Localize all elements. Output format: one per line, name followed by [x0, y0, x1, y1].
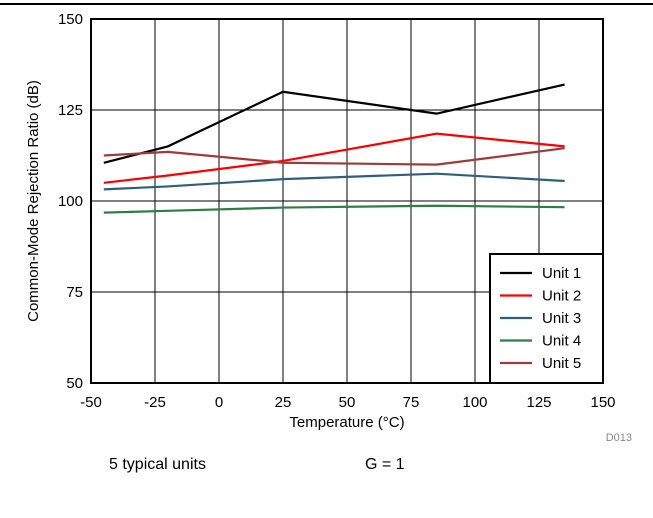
- y-tick-label: 125: [58, 102, 83, 119]
- x-tick-label: 125: [526, 394, 551, 411]
- figure-id: D013: [606, 432, 632, 444]
- x-tick-label: 50: [339, 394, 356, 411]
- series-line-unit-2: [103, 132, 565, 184]
- x-tick-label: 75: [403, 394, 420, 411]
- series-line-unit-5: [103, 147, 565, 166]
- legend-box: [489, 253, 604, 384]
- y-tick-label: 50: [66, 375, 83, 392]
- series-line-unit-4: [103, 204, 565, 214]
- gain-note: G = 1: [365, 456, 405, 473]
- legend-label: Unit 1: [542, 265, 581, 282]
- series-layer: [103, 83, 565, 214]
- x-tick-label: 0: [215, 394, 223, 411]
- grid: [91, 19, 603, 383]
- series-line-unit-1: [103, 83, 565, 164]
- legend: Unit 1 Unit 2 Unit 3 Unit 4 Unit 5: [489, 253, 604, 384]
- top-rule: [0, 3, 653, 5]
- y-tick-label: 75: [66, 284, 83, 301]
- x-axis-label: Temperature (°C): [289, 414, 404, 431]
- series-line-unit-3: [103, 172, 565, 191]
- units-note: 5 typical units: [109, 456, 206, 473]
- x-tick-label: 100: [462, 394, 487, 411]
- legend-label: Unit 4: [542, 333, 581, 350]
- y-tick-label: 150: [58, 11, 83, 28]
- legend-label: Unit 5: [542, 355, 581, 372]
- legend-label: Unit 3: [542, 310, 581, 327]
- tick-labels: -50 -25 0 25 50 75 100 125 150 50 75 100 125 150: [58, 11, 616, 411]
- x-tick-label: 25: [275, 394, 292, 411]
- x-tick-label: 150: [590, 394, 615, 411]
- y-axis-label: Common-Mode Rejection Ratio (dB): [25, 80, 42, 322]
- x-tick-label: -50: [80, 394, 102, 411]
- x-tick-label: -25: [144, 394, 166, 411]
- cmrr-vs-temperature-chart: -50 -25 0 25 50 75 100 125 150 50 75 100 125 150 Temp…: [25, 11, 632, 444]
- y-tick-label: 100: [58, 193, 83, 210]
- plot-frame: [90, 18, 604, 384]
- legend-label: Unit 2: [542, 288, 581, 305]
